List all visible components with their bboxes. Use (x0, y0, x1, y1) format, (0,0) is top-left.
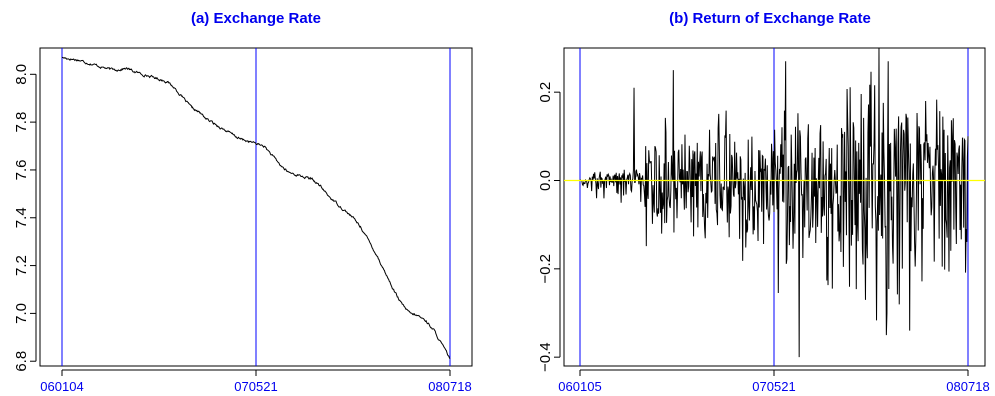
panel-a-title: (a) Exchange Rate (191, 10, 321, 27)
panel-a-event-lines (61, 48, 451, 366)
y-tick-label: −0.4 (537, 342, 554, 372)
return-line (579, 47, 969, 358)
y-tick-label: 8.0 (13, 64, 30, 85)
return-panel: (b) Return of Exchange Rate −0.4 −0.2 0.0 0… (537, 10, 990, 394)
y-tick-label: 7.4 (13, 207, 30, 228)
x-tick-label: 060104 (40, 379, 83, 394)
panel-b-y-axis: −0.4 −0.2 0.0 0.2 (537, 82, 561, 372)
x-tick-label: 060105 (558, 379, 601, 394)
y-tick-label: 6.8 (13, 351, 30, 372)
x-tick-label: 080718 (946, 379, 989, 394)
x-tick-label: 070521 (234, 379, 277, 394)
y-tick-label: 7.0 (13, 303, 30, 324)
x-tick-label: 080718 (428, 379, 471, 394)
y-tick-label: 7.6 (13, 160, 30, 181)
y-tick-label: 0.0 (537, 170, 554, 191)
x-tick-label: 070521 (752, 379, 795, 394)
y-tick-label: 7.2 (13, 255, 30, 276)
exchange-rate-panel: (a) Exchange Rate 6.87.07.27.47.67.88.0 … (13, 10, 473, 394)
exchange-rate-line (61, 56, 451, 360)
y-tick-label: 0.2 (537, 82, 554, 103)
panel-b-x-axis: 060105 070521 080718 (558, 369, 990, 394)
panel-a-y-axis: 6.8 7.0 7.2 7.4 7.6 7.8 8.0 (13, 64, 37, 372)
y-tick-label: 7.8 (13, 112, 30, 133)
panel-b-title: (b) Return of Exchange Rate (669, 10, 871, 27)
panel-a-x-axis: 060104 070521 080718 (40, 369, 472, 394)
y-tick-label: −0.2 (537, 254, 554, 284)
